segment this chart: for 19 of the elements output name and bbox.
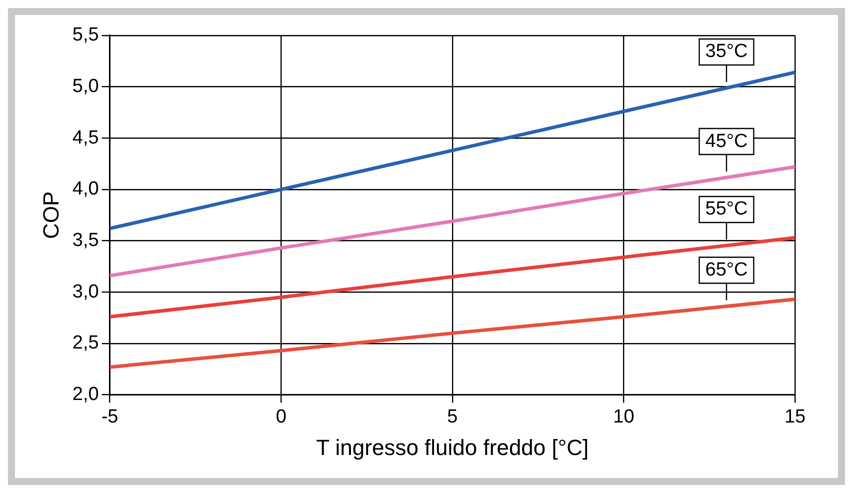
- series-label: 45°C: [705, 130, 748, 152]
- x-tick-label: 5: [447, 406, 458, 428]
- y-tick-label: 4,0: [72, 178, 99, 200]
- x-tick-label: -5: [101, 406, 118, 428]
- series-label: 35°C: [705, 41, 748, 62]
- series-label: 55°C: [705, 198, 748, 220]
- y-tick-label: 2,5: [72, 332, 99, 354]
- y-tick-label: 3,0: [72, 281, 99, 302]
- y-tick-label: 5,0: [72, 76, 99, 97]
- y-tick-label: 4,5: [72, 127, 99, 148]
- y-tick-label: 5,5: [72, 24, 99, 46]
- y-axis-title: COP: [38, 191, 64, 239]
- x-tick-label: 10: [613, 406, 634, 428]
- series-label: 65°C: [705, 260, 748, 281]
- x-axis-title: T ingresso fluido freddo [°C]: [316, 434, 589, 460]
- y-tick-label: 3,5: [72, 230, 99, 252]
- y-tick-label: 2,0: [72, 384, 99, 406]
- x-tick-label: 15: [784, 406, 806, 428]
- x-tick-label: 0: [276, 406, 286, 428]
